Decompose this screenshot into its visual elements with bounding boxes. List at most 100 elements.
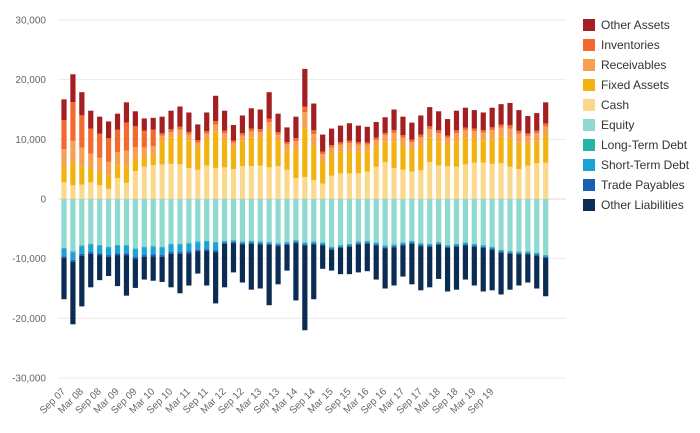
bar-segment-short-term-debt [132, 249, 138, 257]
bar-segment-receivables [534, 133, 540, 141]
bar-segment-trade-payables [516, 253, 522, 255]
legend-item-receivables[interactable]: Receivables [583, 55, 689, 75]
bar-segment-cash [516, 169, 522, 199]
legend-item-trade-payables[interactable]: Trade Payables [583, 175, 689, 195]
bar-segment-other-assets [204, 112, 210, 132]
bar-segment-fixed-assets [70, 163, 76, 186]
bar-segment-short-term-debt [266, 242, 272, 244]
bar-segment-other-liabilities [248, 243, 254, 290]
legend-item-other-assets[interactable]: Other Assets [583, 15, 689, 35]
y-tick-label: 0 [40, 195, 46, 206]
bar-segment-inventories [418, 134, 424, 138]
bar-segment-other-liabilities [507, 253, 513, 290]
bar-segment-receivables [293, 141, 299, 151]
bar-segment-other-liabilities [346, 246, 353, 275]
legend-swatch-icon [583, 199, 595, 211]
bar-segment-long-term-debt [204, 240, 210, 242]
bar-segment-fixed-assets [275, 139, 281, 167]
bar-segment-fixed-assets [346, 150, 353, 174]
bar-segment-short-term-debt [364, 241, 370, 243]
bar-segment-other-liabilities [471, 246, 477, 286]
bar-segment-other-liabilities [204, 250, 210, 286]
bar-segment-fixed-assets [382, 141, 388, 163]
bar-segment-short-term-debt [275, 244, 281, 245]
bar-segment-other-assets [444, 119, 451, 136]
bar-segment-receivables [79, 147, 85, 167]
bar-segment-receivables [221, 133, 228, 140]
bar-segment-other-liabilities [213, 252, 219, 304]
bar-segment-cash [204, 165, 210, 199]
bar-segment-other-assets [373, 122, 379, 138]
bar-segment-receivables [266, 122, 272, 130]
bar-segment-receivables [204, 133, 210, 140]
bar-segment-fixed-assets [427, 137, 433, 163]
bar-segment-other-assets [88, 110, 94, 129]
bar-segment-short-term-debt [195, 242, 201, 250]
bar-segment-trade-payables [186, 251, 192, 254]
bar-segment-long-term-debt [498, 249, 504, 251]
bar-segment-inventories [266, 118, 272, 123]
bar-segment-receivables [141, 147, 147, 158]
legend-item-inventories[interactable]: Inventories [583, 35, 689, 55]
bar-segment-other-liabilities [373, 245, 379, 280]
bar-segment-fixed-assets [471, 138, 477, 163]
legend-item-equity[interactable]: Equity [583, 115, 689, 135]
legend-item-cash[interactable]: Cash [583, 95, 689, 115]
bar-segment-receivables [320, 154, 326, 162]
bar-segment-other-liabilities [543, 258, 549, 297]
bar-segment-receivables [329, 147, 335, 155]
bar-segment-equity [284, 199, 290, 242]
bar-segment-fixed-assets [248, 137, 254, 167]
bar-segment-fixed-assets [168, 137, 174, 164]
bar-segment-cash [123, 182, 130, 199]
bar-segment-long-term-debt [534, 252, 540, 254]
bar-segment-long-term-debt [221, 240, 228, 242]
bar-segment-other-liabilities [195, 251, 201, 274]
bar-segment-inventories [70, 102, 76, 141]
bar-segment-equity [114, 199, 121, 245]
legend-item-fixed-assets[interactable]: Fixed Assets [583, 75, 689, 95]
legend-item-other-liabilities[interactable]: Other Liabilities [583, 195, 689, 215]
bar-segment-fixed-assets [391, 141, 397, 168]
bar-segment-equity [221, 199, 228, 241]
bar-segment-trade-payables [302, 244, 308, 246]
bar-segment-long-term-debt [400, 242, 406, 244]
bar-segment-other-assets [293, 116, 299, 139]
bar-segment-other-liabilities [106, 256, 112, 276]
bar-segment-cash [159, 164, 165, 199]
bar-segment-trade-payables [400, 244, 406, 246]
bar-segment-trade-payables [79, 253, 85, 256]
legend-label: Other Assets [601, 18, 670, 32]
bar-segment-cash [275, 166, 281, 199]
bar-segment-long-term-debt [150, 246, 156, 248]
bar-segment-trade-payables [159, 255, 165, 257]
bar-segment-equity [489, 199, 495, 247]
bar-segment-cash [436, 165, 442, 199]
bar-segment-short-term-debt [88, 244, 94, 253]
bar-segment-fixed-assets [320, 161, 326, 184]
bar-segment-equity [230, 199, 237, 241]
bar-segment-short-term-debt [400, 243, 406, 245]
bar-segment-other-liabilities [141, 256, 147, 280]
bar-segment-inventories [516, 130, 522, 134]
bar-segment-inventories [150, 129, 156, 147]
bar-segment-inventories [257, 129, 263, 132]
legend-item-long-term-debt[interactable]: Long-Term Debt [583, 135, 689, 155]
bar-segment-fixed-assets [543, 135, 549, 163]
bar-segment-other-assets [409, 122, 415, 140]
bar-segment-trade-payables [489, 248, 495, 250]
bar-segment-long-term-debt [480, 244, 486, 246]
bar-segment-receivables [123, 150, 130, 167]
bar-segment-trade-payables [329, 248, 335, 250]
legend-item-short-term-debt[interactable]: Short-Term Debt [583, 155, 689, 175]
bar-segment-cash [346, 173, 353, 199]
bar-segment-cash [453, 166, 460, 199]
bar-segment-inventories [409, 139, 415, 143]
bar-segment-equity [293, 199, 299, 241]
bar-segment-cash [293, 178, 299, 199]
bar-segment-fixed-assets [525, 143, 531, 166]
legend-label: Equity [601, 118, 635, 132]
bar-segment-equity [400, 199, 406, 243]
bar-segment-other-liabilities [400, 245, 406, 277]
bar-segment-fixed-assets [97, 171, 103, 186]
